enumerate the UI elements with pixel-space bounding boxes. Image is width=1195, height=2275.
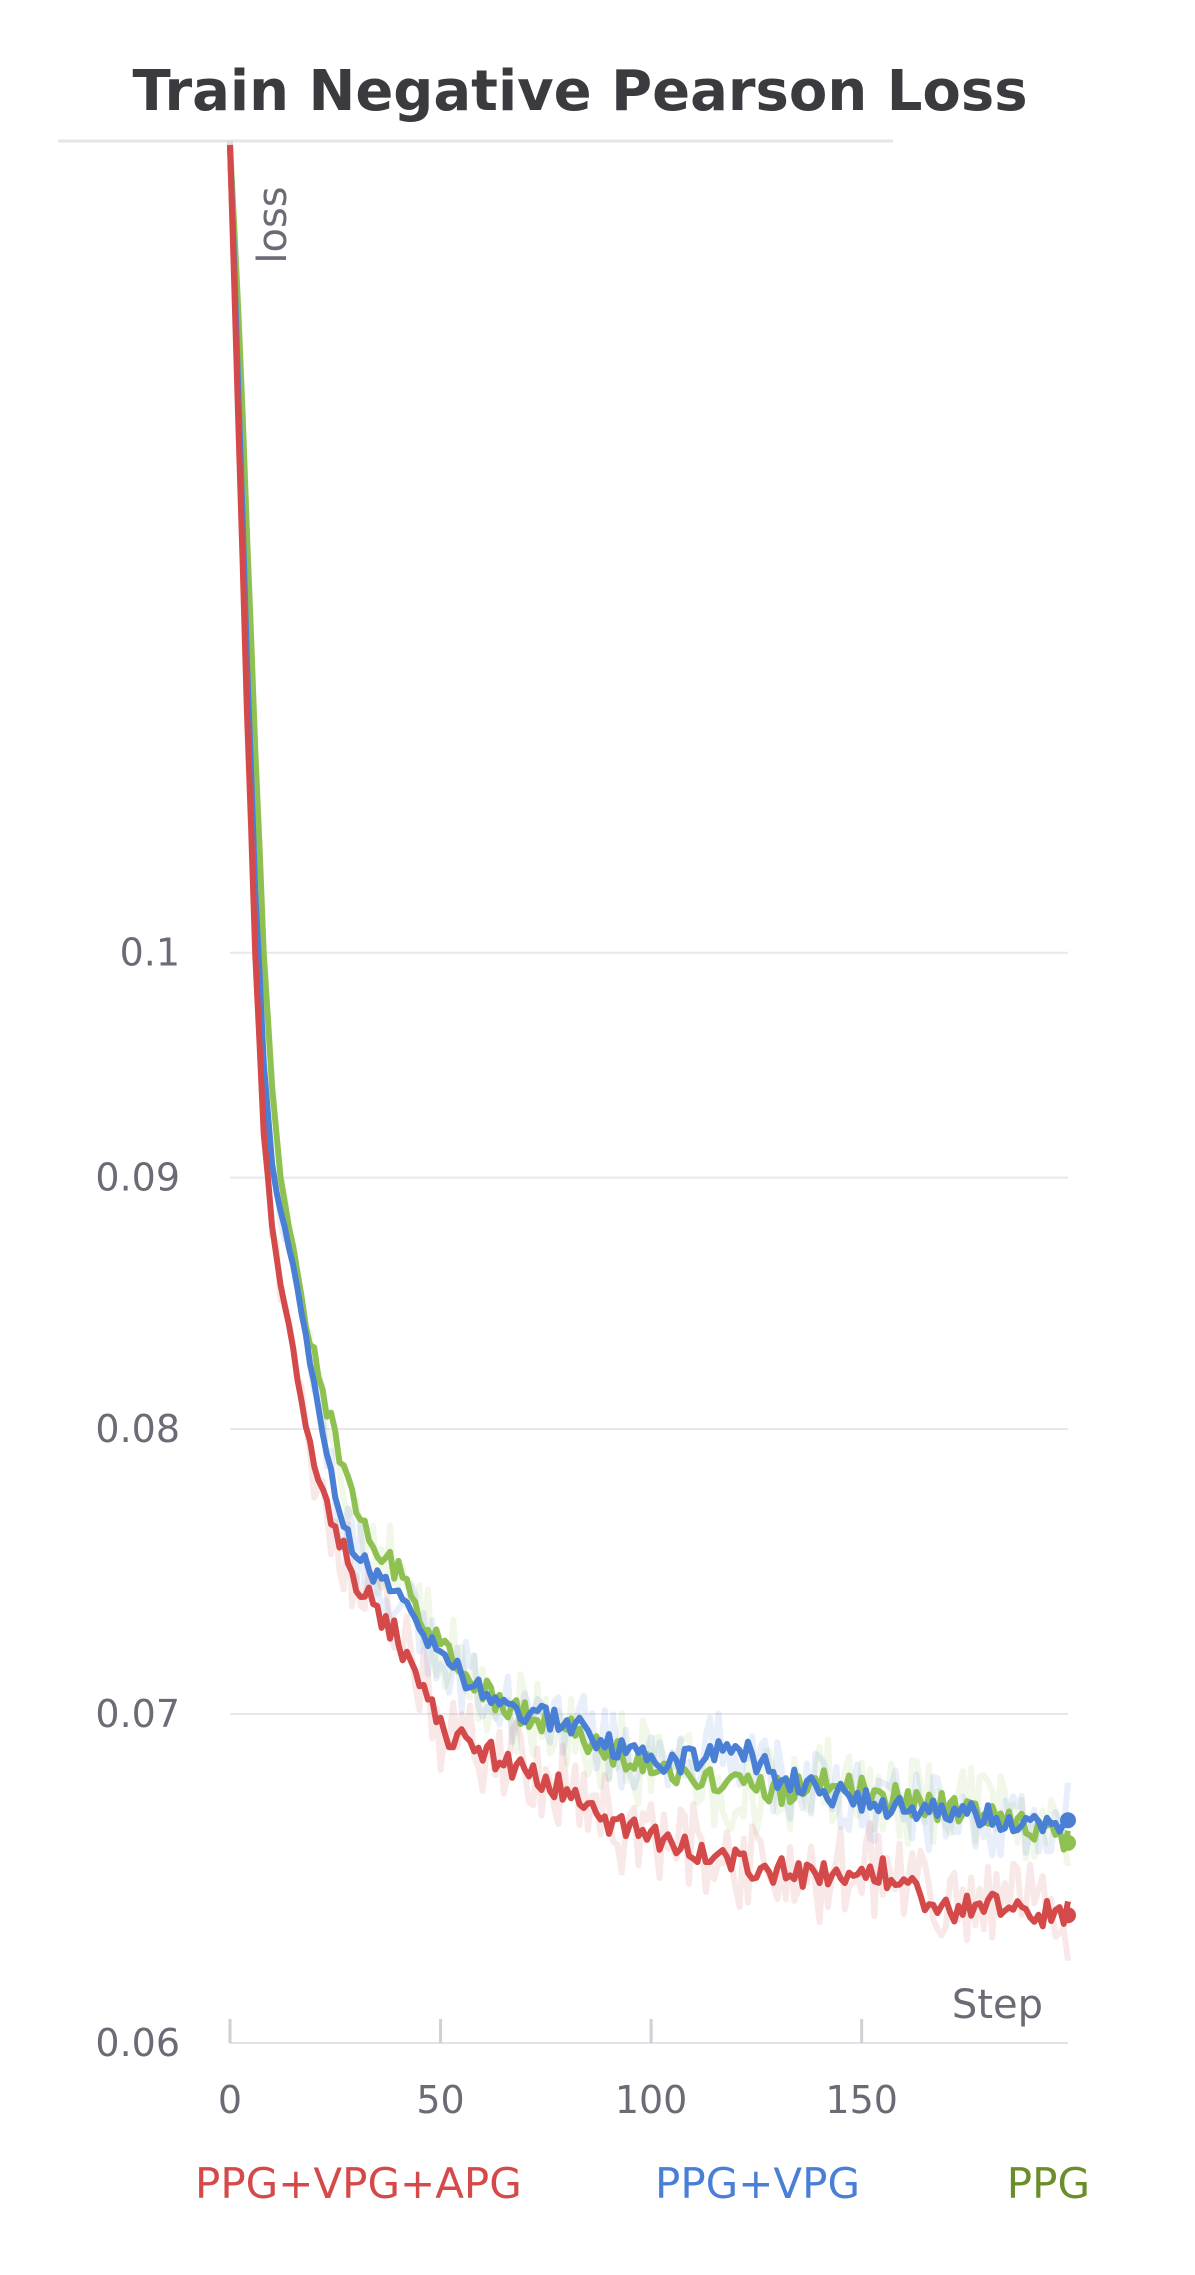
series-end-marker <box>1060 1834 1076 1851</box>
x-tick-label: 150 <box>825 2078 898 2122</box>
x-tick-label: 100 <box>615 2078 688 2122</box>
series-lines <box>227 140 1076 1962</box>
legend-item[interactable]: PPG+VPG <box>655 2159 860 2208</box>
y-tick-label: 0.06 <box>95 2021 180 2065</box>
raw-series-line <box>227 144 1071 1867</box>
x-tick-label: 50 <box>416 2078 464 2122</box>
y-tick-label: 0.09 <box>95 1156 180 1200</box>
series-end-marker <box>1060 1907 1076 1924</box>
legend-item[interactable]: PPG+VPG+APG <box>195 2159 522 2208</box>
legend: PPG+VPG+APG PPG+VPG PPG <box>195 2159 1090 2208</box>
y-tick-label: 0.08 <box>95 1407 180 1451</box>
raw-series-line <box>227 140 1071 1962</box>
x-axis-label: Step <box>952 1982 1043 2028</box>
grid-lines <box>230 951 1068 1715</box>
x-tick-label: 0 <box>218 2078 242 2122</box>
y-axis-label: loss <box>250 186 296 263</box>
series-line <box>227 146 1069 1835</box>
series-end-marker <box>1060 1812 1076 1829</box>
y-axis-ticks: 0.06 0.07 0.08 0.09 0.1 <box>95 931 180 2065</box>
y-tick-label: 0.07 <box>95 1692 180 1736</box>
series-line <box>227 144 1071 1930</box>
raw-series-group <box>227 140 1071 1962</box>
series-line <box>227 144 1071 1853</box>
legend-item[interactable]: PPG <box>1007 2159 1090 2208</box>
y-tick-label: 0.1 <box>120 931 180 975</box>
smoothed-series-group <box>227 144 1076 1930</box>
chart-title: Train Negative Pearson Loss <box>132 59 1027 124</box>
x-axis: 0 50 100 150 <box>218 2019 1068 2122</box>
